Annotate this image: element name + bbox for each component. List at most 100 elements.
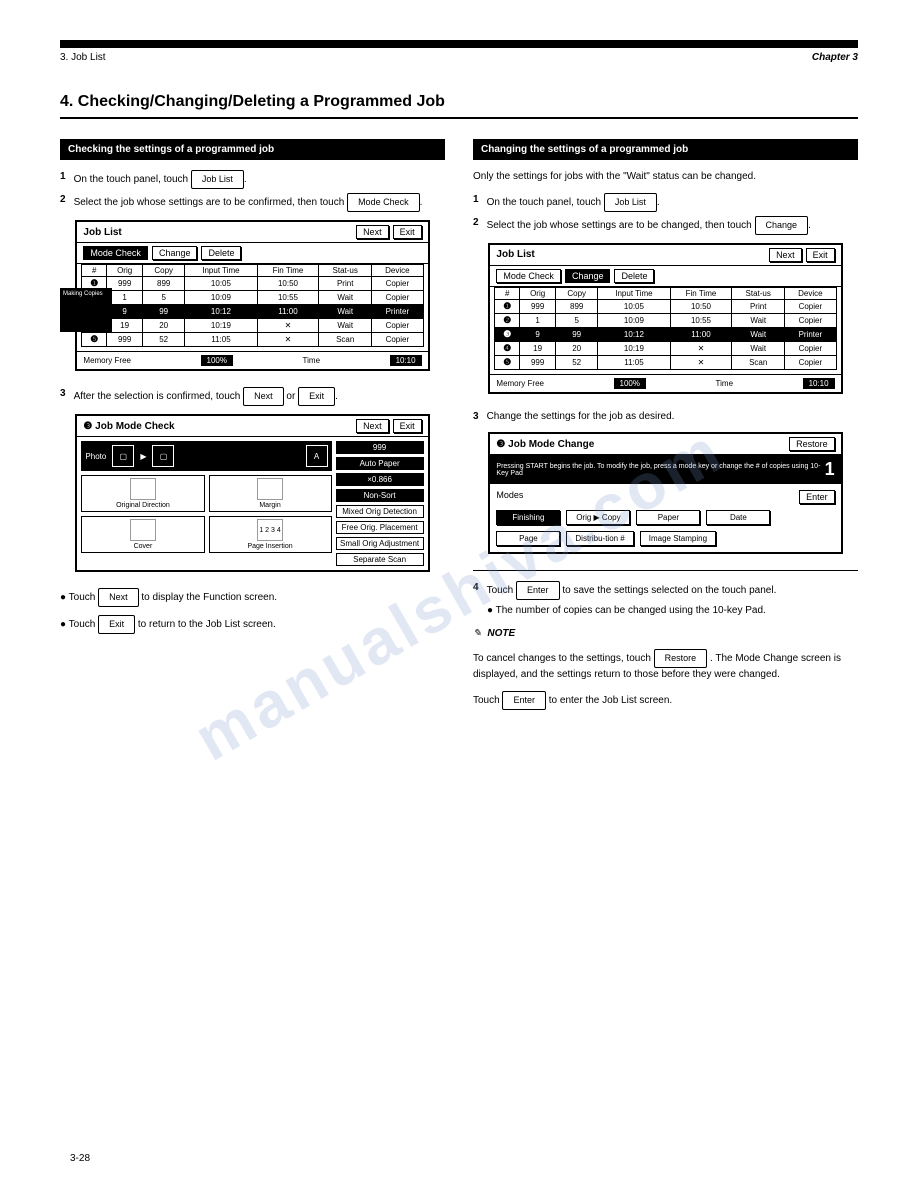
exit-button-2[interactable]: Exit bbox=[98, 615, 135, 634]
mc-margin[interactable]: Margin bbox=[209, 475, 332, 512]
r-step4b: to save the settings selected on the tou… bbox=[562, 585, 776, 596]
r-step4a: Touch bbox=[487, 585, 514, 596]
jl-title: Job List bbox=[83, 227, 121, 238]
time-val-r: 10:10 bbox=[803, 378, 835, 389]
table-row[interactable]: ❹192010:19✕WaitCopier bbox=[495, 341, 836, 355]
tb-mode-check-r[interactable]: Mode Check bbox=[496, 269, 561, 283]
mc-title: ❸ Job Mode Check bbox=[83, 421, 174, 432]
col-dev: Device bbox=[372, 265, 423, 277]
mode-check-button[interactable]: Mode Check bbox=[347, 193, 420, 212]
mc-zoom: ×0.866 bbox=[336, 473, 424, 486]
col-dev: Device bbox=[785, 287, 836, 299]
page-icon: ▢ bbox=[152, 445, 174, 467]
mc-copies: 999 bbox=[336, 441, 424, 454]
next-button-2[interactable]: Next bbox=[98, 588, 139, 607]
btn-date[interactable]: Date bbox=[706, 510, 770, 525]
mc-cover[interactable]: Cover bbox=[81, 516, 204, 553]
table-row[interactable]: ❷1510:0910:55WaitCopier bbox=[82, 291, 423, 305]
page-icon: ▢ bbox=[112, 445, 134, 467]
mc-photo-label: Photo bbox=[85, 452, 106, 461]
jl-exit-button[interactable]: Exit bbox=[393, 225, 422, 239]
mem-val-r: 100% bbox=[614, 378, 646, 389]
mem-label: Memory Free bbox=[83, 356, 131, 365]
step-1-num: 1 bbox=[60, 170, 66, 189]
btn-stamp[interactable]: Image Stamping bbox=[640, 531, 716, 546]
col-orig: Orig bbox=[520, 287, 556, 299]
tb-delete-r[interactable]: Delete bbox=[614, 269, 654, 283]
r-step2-n: 2 bbox=[473, 216, 479, 235]
jl-exit-r[interactable]: Exit bbox=[806, 248, 835, 262]
r-step4-n: 4 bbox=[473, 581, 479, 600]
restore-button[interactable]: Restore bbox=[789, 437, 835, 451]
table-row[interactable]: ❶99989910:0510:50PrintCopier bbox=[495, 299, 836, 313]
jl-title-r: Job List bbox=[496, 249, 534, 260]
table-row[interactable]: ❶99989910:0510:50PrintCopier bbox=[82, 277, 423, 291]
col-orig: Orig bbox=[107, 265, 143, 277]
r-note3a: Touch bbox=[473, 695, 500, 706]
enter-button[interactable]: Enter bbox=[516, 581, 560, 600]
chapter-ref: Chapter 3 bbox=[812, 52, 858, 63]
tb-change-r[interactable]: Change bbox=[565, 269, 611, 283]
mc-orig-dir[interactable]: Original Direction bbox=[81, 475, 204, 512]
table-row[interactable]: ❺9995211:05✕ScanCopier bbox=[82, 333, 423, 347]
section-title: 4. Checking/Changing/Deleting a Programm… bbox=[60, 93, 858, 111]
exit-button[interactable]: Exit bbox=[298, 387, 335, 406]
btn-page[interactable]: Page bbox=[496, 531, 560, 546]
left-after-a-rest: to display the Function screen. bbox=[141, 592, 277, 603]
col-n: # bbox=[82, 265, 107, 277]
col-copy: Copy bbox=[143, 265, 185, 277]
tb-change[interactable]: Change bbox=[152, 246, 198, 260]
restore-button-txt[interactable]: Restore bbox=[654, 649, 708, 668]
mc-p2[interactable]: Free Orig. Placement bbox=[336, 521, 424, 534]
col-st: Stat-us bbox=[319, 265, 372, 277]
mc-exit[interactable]: Exit bbox=[393, 419, 422, 433]
mc-p1[interactable]: Mixed Orig Detection bbox=[336, 505, 424, 518]
note-label: NOTE bbox=[487, 627, 515, 642]
r-step1: On the touch panel, touch bbox=[487, 197, 602, 208]
enter-button-2[interactable]: Enter bbox=[502, 691, 546, 710]
col-fin: Fin Time bbox=[257, 265, 319, 277]
left-after-b-rest: to return to the Job List screen. bbox=[138, 619, 276, 630]
btn-finishing[interactable]: Finishing bbox=[496, 510, 560, 525]
btn-paper[interactable]: Paper bbox=[636, 510, 700, 525]
left-step2b: . bbox=[420, 197, 423, 208]
btn-dist[interactable]: Distribu-tion # bbox=[566, 531, 633, 546]
left-after-b: ● Touch bbox=[60, 619, 95, 630]
r-step3: Change the settings for the job as desir… bbox=[487, 410, 675, 425]
col-in: Input Time bbox=[598, 287, 671, 299]
table-row[interactable]: ❷1510:0910:55WaitCopier bbox=[495, 313, 836, 327]
tb-delete[interactable]: Delete bbox=[201, 246, 241, 260]
tb-mode-check[interactable]: Mode Check bbox=[83, 246, 148, 260]
job-list-button-r[interactable]: Job List bbox=[604, 193, 657, 212]
jl-next-r[interactable]: Next bbox=[769, 248, 802, 262]
right-band: Changing the settings of a programmed jo… bbox=[473, 139, 858, 160]
mc-page-ins[interactable]: 1 2 3 4Page Insertion bbox=[209, 516, 332, 553]
mc-p3[interactable]: Small Orig Adjustment bbox=[336, 537, 424, 550]
right-column: Changing the settings of a programmed jo… bbox=[473, 139, 858, 718]
mchg-count: 1 bbox=[825, 459, 835, 480]
jl-next-button[interactable]: Next bbox=[356, 225, 389, 239]
time-label: Time bbox=[303, 356, 320, 365]
left-step3a: After the selection is confirmed, touch bbox=[74, 391, 241, 402]
table-row[interactable]: ❹192010:19✕WaitCopier bbox=[82, 319, 423, 333]
job-list-button[interactable]: Job List bbox=[191, 170, 244, 189]
r-step1-n: 1 bbox=[473, 193, 479, 212]
mc-next[interactable]: Next bbox=[356, 419, 389, 433]
enter-button-panel[interactable]: Enter bbox=[799, 490, 835, 504]
mchg-title: ❸ Job Mode Change bbox=[496, 439, 594, 450]
btn-orig-copy[interactable]: Orig ▶ Copy bbox=[566, 510, 630, 525]
mc-p4[interactable]: Separate Scan bbox=[336, 553, 424, 566]
step-3-num: 3 bbox=[60, 387, 66, 406]
change-button[interactable]: Change bbox=[755, 216, 809, 235]
r-note2a: To cancel changes to the settings, touch bbox=[473, 653, 651, 664]
table-row[interactable]: ❸99910:1211:00WaitPrinter bbox=[82, 305, 423, 319]
header-left: 3. Job List bbox=[60, 52, 106, 63]
next-button[interactable]: Next bbox=[243, 387, 284, 406]
time-label-r: Time bbox=[716, 379, 733, 388]
table-row[interactable]: ❺9995211:05✕ScanCopier bbox=[495, 355, 836, 369]
mode-change-panel: ❸ Job Mode Change Restore Pressing START… bbox=[488, 432, 842, 554]
letter-icon: A bbox=[306, 445, 328, 467]
left-band: Checking the settings of a programmed jo… bbox=[60, 139, 445, 160]
table-row[interactable]: ❸99910:1211:00WaitPrinter bbox=[495, 327, 836, 341]
right-intro: Only the settings for jobs with the "Wai… bbox=[473, 170, 858, 185]
